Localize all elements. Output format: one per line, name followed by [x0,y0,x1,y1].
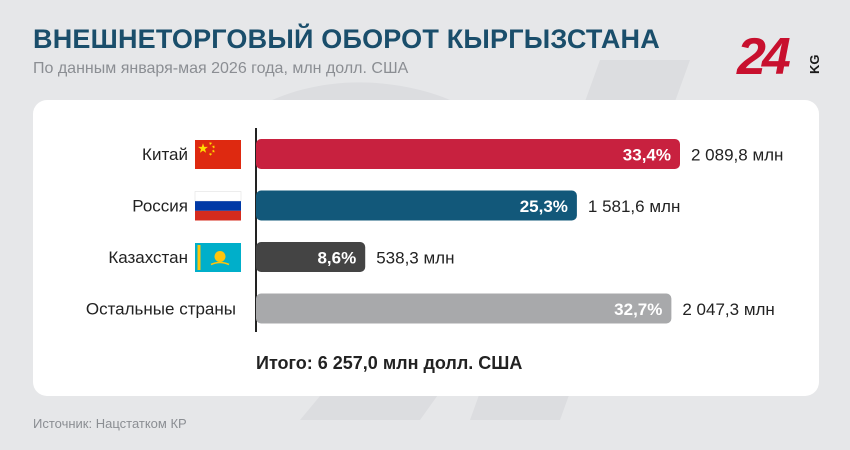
category-label: Китай [142,145,188,164]
bar [256,293,672,324]
share-label: 32,7% [614,300,662,319]
share-label: 33,4% [623,146,671,165]
kazakhstan-flag-icon [195,243,241,272]
value-label: 2 047,3 млн [682,300,774,319]
category-label: Россия [132,197,188,216]
value-label: 1 581,6 млн [588,197,680,216]
share-label: 8,6% [317,249,356,268]
brand-logo: 24 KG [736,28,822,80]
bar [256,242,366,272]
value-label: 2 089,8 млн [691,146,783,165]
chart-title: ВНЕШНЕТОРГОВЫЙ ОБОРОТ КЫРГЫЗСТАНА [33,24,660,54]
china-flag-icon [195,140,241,169]
bar [256,190,577,221]
category-label: Казахстан [108,248,188,267]
total-label: Итого: 6 257,0 млн долл. США [256,353,522,373]
chart-subtitle: По данным января-мая 2026 года, млн долл… [33,60,409,77]
russia-flag-icon [194,191,242,221]
logo-number: 24 [736,28,791,80]
value-label: 538,3 млн [376,249,454,268]
share-label: 25,3% [520,197,568,216]
source-note: Источник: Нацстатком КР [33,416,187,431]
bar [256,139,680,169]
logo-suffix: KG [807,55,822,75]
category-label: Остальные страны [86,300,236,319]
